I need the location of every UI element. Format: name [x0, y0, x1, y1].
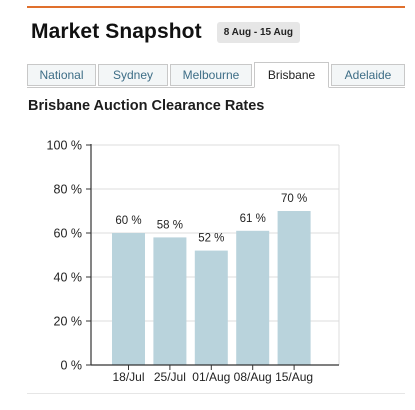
header-divider [27, 6, 405, 8]
tab-label: Melbourne [182, 68, 240, 82]
bar [194, 250, 228, 365]
tab-label: Sydney [112, 68, 154, 82]
y-tick-label: 80 % [54, 183, 83, 197]
x-tick-label: 01/Aug [192, 370, 230, 384]
tab-label: National [39, 68, 84, 82]
chart-title: Brisbane Auction Clearance Rates [28, 98, 265, 114]
tab-label: Brisbane [267, 68, 316, 82]
footer-divider [27, 393, 405, 394]
x-tick-label: 15/Aug [275, 370, 313, 384]
bar-data-label: 61 % [240, 213, 266, 225]
x-tick-label: 25/Jul [154, 370, 186, 384]
y-tick-label: 100 % [47, 139, 82, 153]
page-header: Market Snapshot 8 Aug - 15 Aug [31, 17, 300, 47]
bar [153, 237, 187, 365]
y-tick-label: 40 % [54, 271, 83, 285]
tab-melbourne[interactable]: Melbourne [170, 64, 252, 86]
bar [236, 230, 270, 365]
date-range-badge: 8 Aug - 15 Aug [216, 21, 300, 43]
tab-adelaide[interactable]: Adelaide [331, 64, 405, 86]
tab-national[interactable]: National [27, 64, 96, 86]
bar-data-label: 60 % [115, 215, 141, 227]
x-tick-label: 18/Jul [112, 370, 144, 384]
bar [277, 211, 311, 365]
page-title: Market Snapshot [31, 20, 202, 43]
tab-sydney[interactable]: Sydney [98, 64, 168, 86]
y-tick-label: 20 % [54, 315, 83, 329]
city-tabs: National Sydney Melbourne Brisbane Adela… [27, 62, 405, 88]
bar-data-label: 52 % [198, 233, 224, 245]
bar-data-label: 58 % [157, 219, 183, 231]
y-tick-label: 0 % [60, 359, 82, 373]
y-tick-label: 60 % [54, 227, 83, 241]
tab-brisbane[interactable]: Brisbane [254, 62, 329, 88]
bar-data-label: 70 % [281, 193, 307, 205]
bar [112, 233, 145, 365]
x-tick-label: 08/Aug [234, 370, 272, 384]
tab-label: Adelaide [344, 68, 392, 82]
